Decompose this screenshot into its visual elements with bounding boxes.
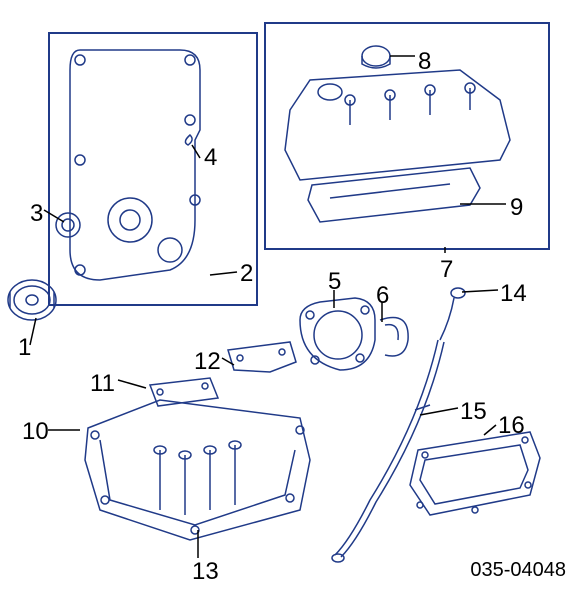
leader-lines — [0, 0, 584, 600]
diagram-container: 12345678910111213141516 035-04048 — [0, 0, 584, 600]
part-number: 035-04048 — [470, 559, 566, 582]
